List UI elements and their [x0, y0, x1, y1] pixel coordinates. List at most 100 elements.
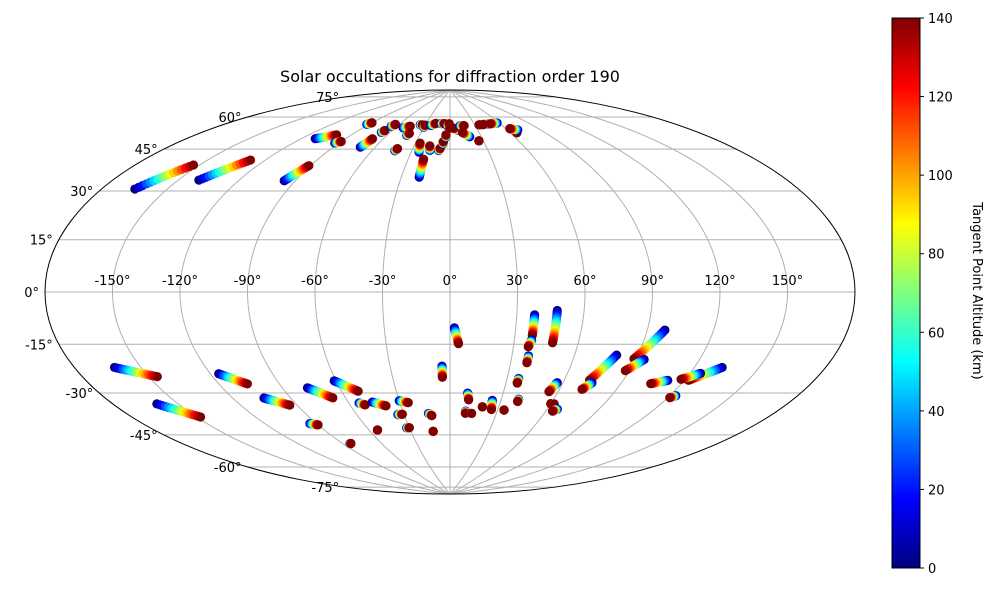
occultation-track — [437, 361, 447, 382]
y-tick-label: -60° — [214, 461, 242, 476]
data-point — [313, 420, 323, 430]
data-point — [464, 395, 474, 405]
data-point — [242, 379, 252, 389]
occultation-track — [194, 155, 256, 185]
occultation-track — [547, 305, 562, 348]
y-tick-label: -75° — [311, 481, 339, 496]
y-tick-label: 60° — [218, 111, 241, 126]
data-point — [620, 366, 630, 376]
occultation-track — [544, 378, 562, 397]
data-point — [425, 141, 435, 151]
x-tick-label: -150° — [94, 274, 130, 289]
x-tick-label: 60° — [573, 274, 596, 289]
colorbar: 0 20 40 60 80 100 120 140 Tangent Point Altitud… — [891, 12, 984, 577]
occultation-track — [425, 141, 435, 155]
colorbar-tick-label: 0 — [928, 562, 936, 577]
data-point — [367, 134, 378, 144]
occultation-track — [457, 127, 475, 142]
chart-title: Solar occultations for diffraction order… — [280, 67, 620, 86]
data-point — [474, 136, 484, 146]
occultation-track — [577, 378, 597, 394]
occultation-track — [305, 418, 323, 430]
data-point — [397, 409, 407, 419]
data-point — [285, 400, 295, 410]
occultation-track — [499, 405, 509, 415]
data-point — [547, 406, 558, 416]
occultation-track — [214, 369, 252, 389]
occultation-track — [354, 398, 370, 410]
data-point — [195, 412, 206, 422]
data-point — [404, 128, 415, 138]
occultation-track — [527, 310, 540, 341]
data-point — [245, 155, 256, 165]
data-point — [505, 124, 515, 134]
data-point — [428, 426, 438, 436]
occultation-track — [279, 161, 314, 186]
occultation-track — [372, 425, 383, 435]
data-point — [390, 119, 401, 130]
x-tick-label: -30° — [369, 274, 397, 289]
occultation-track — [376, 125, 390, 138]
colorbar-ticks: 0 20 40 60 80 100 120 140 — [920, 12, 953, 577]
plot-outline — [44, 89, 856, 495]
data-point — [437, 372, 447, 382]
data-point — [427, 411, 437, 421]
occultation-track — [505, 124, 523, 135]
y-tick-label: 75° — [316, 91, 339, 106]
y-tick-label: 45° — [135, 143, 158, 158]
occultation-track — [330, 136, 346, 148]
data-point — [453, 339, 464, 349]
data-point — [353, 386, 363, 396]
data-point — [478, 119, 488, 130]
occultation-track — [513, 394, 524, 407]
occultation-track — [362, 118, 377, 129]
x-tick-label: 90° — [641, 274, 664, 289]
data-point — [332, 130, 342, 140]
data-point — [523, 342, 533, 352]
data-point — [152, 372, 162, 382]
data-point — [328, 393, 338, 403]
occultation-track — [152, 399, 206, 422]
colorbar-tick-label: 60 — [928, 326, 945, 341]
data-point — [457, 127, 468, 138]
x-tick-label: 150° — [772, 274, 803, 289]
data-point — [360, 400, 370, 410]
occultation-track — [441, 130, 451, 142]
data-point — [372, 425, 383, 435]
data-point — [304, 161, 314, 171]
data-point — [477, 402, 487, 412]
occultation-track — [584, 350, 622, 385]
occultation-track — [646, 375, 673, 389]
colorbar-tick-label: 40 — [928, 405, 945, 420]
occultation-track — [426, 118, 441, 131]
data-point — [404, 423, 414, 433]
occultation-track — [259, 393, 295, 410]
data-point — [418, 154, 429, 164]
occultation-track — [665, 391, 681, 403]
occultation-track — [414, 154, 429, 182]
data-point — [513, 396, 523, 407]
plot-frame — [44, 89, 856, 495]
x-tick-labels: -150° -120° -90° -60° -30° 0° 30° 60° 90° 120° 150… — [94, 274, 803, 289]
data-point — [346, 438, 356, 449]
occultation-track — [390, 144, 403, 156]
y-tick-label: 15° — [30, 234, 53, 249]
occultation-track — [522, 351, 534, 368]
colorbar-tick-label: 140 — [928, 12, 953, 27]
data-point — [336, 136, 346, 147]
occultation-track — [466, 408, 477, 419]
y-tick-label: 30° — [70, 185, 93, 200]
colorbar-tick-label: 80 — [928, 248, 945, 263]
occultation-track — [547, 404, 562, 416]
colorbar-tick-label: 20 — [928, 483, 945, 498]
data-point — [466, 408, 477, 419]
data-point — [188, 160, 199, 170]
y-tick-label: -15° — [25, 338, 53, 353]
data-point — [547, 338, 558, 348]
x-tick-label: -120° — [162, 274, 198, 289]
occultation-track — [474, 136, 484, 146]
occultation-track — [620, 354, 649, 376]
occultation-track — [463, 388, 474, 405]
occultation-track — [345, 438, 356, 449]
